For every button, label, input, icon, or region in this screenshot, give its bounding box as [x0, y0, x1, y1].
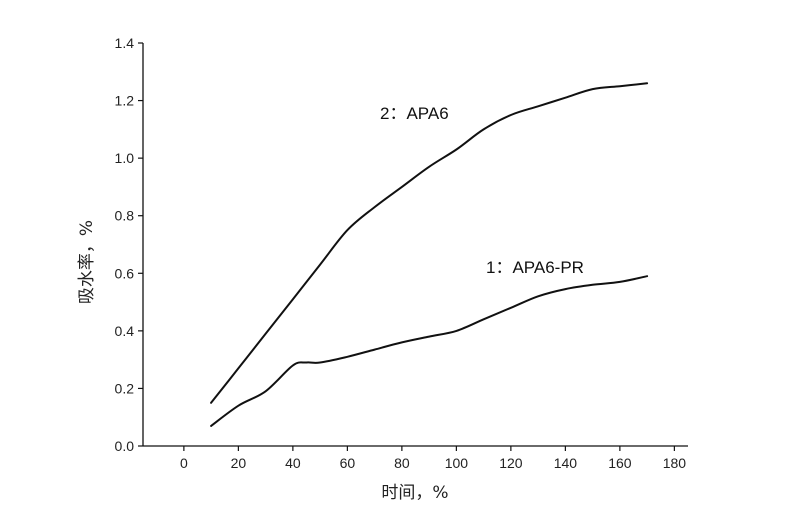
x-tick-label: 40: [285, 455, 301, 471]
y-tick-label: 0.8: [115, 208, 135, 224]
plot-area: [142, 43, 688, 447]
y-axis-ticks: 0.0 0.2 0.4 0.6 0.8 1.0 1.2 1.4: [115, 35, 143, 454]
x-tick-label: 0: [180, 455, 188, 471]
series-layer: [210, 82, 649, 427]
x-tick-label: 60: [340, 455, 356, 471]
series-line-apa6-pr: [210, 275, 649, 427]
series-line-apa6: [210, 82, 649, 404]
y-axis-title: 吸水率，%: [77, 220, 97, 304]
y-tick-label: 0.2: [115, 380, 135, 396]
y-tick-label: 1.0: [115, 150, 135, 166]
x-axis-ticks: 0 20 40 60 80 100 120 140 160 180: [180, 446, 686, 471]
y-tick-label: 0.4: [115, 323, 135, 339]
y-tick-label: 1.2: [115, 93, 135, 109]
x-tick-label: 120: [499, 455, 523, 471]
x-axis-title: 时间，%: [381, 483, 448, 503]
x-tick-label: 80: [394, 455, 410, 471]
series-label-apa6-pr: 1：APA6-PR: [486, 258, 584, 277]
x-tick-label: 140: [554, 455, 578, 471]
y-tick-label: 1.4: [115, 35, 135, 51]
y-tick-label: 0.0: [115, 438, 135, 454]
x-tick-label: 100: [445, 455, 469, 471]
y-tick-label: 0.6: [115, 265, 135, 281]
series-label-apa6: 2：APA6: [380, 104, 449, 123]
x-tick-label: 160: [608, 455, 632, 471]
x-tick-label: 180: [663, 455, 687, 471]
x-tick-label: 20: [231, 455, 247, 471]
